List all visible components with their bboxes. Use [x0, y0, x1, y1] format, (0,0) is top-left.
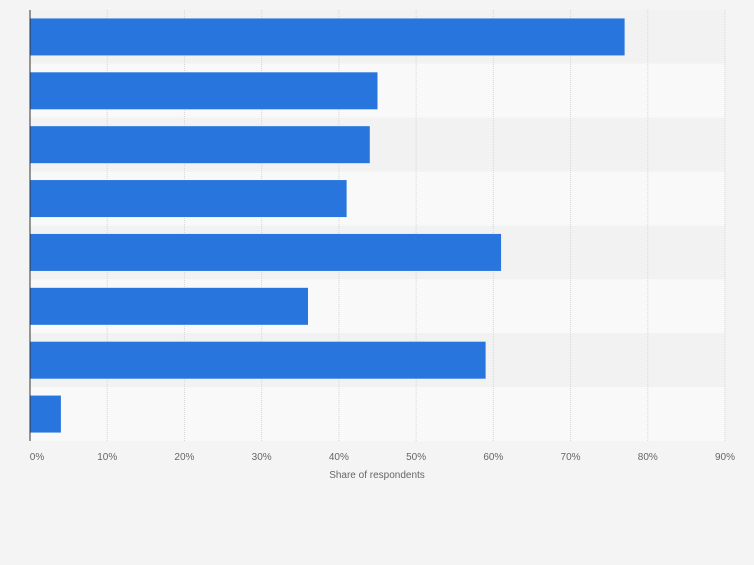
x-tick-label: 40% [329, 452, 349, 463]
bars [30, 18, 625, 433]
x-tick-label: 20% [174, 452, 194, 463]
x-axis-title: Share of respondents [329, 470, 425, 481]
x-tick-label: 10% [97, 452, 117, 463]
x-tick-label: 90% [715, 452, 735, 463]
bar [30, 287, 308, 325]
row-band [30, 387, 725, 441]
bar [30, 180, 347, 218]
x-tick-label: 70% [561, 452, 581, 463]
bar [30, 126, 370, 164]
bar [30, 72, 378, 110]
bar [30, 395, 61, 433]
bar [30, 341, 486, 379]
bar [30, 18, 625, 56]
x-tick-label: 50% [406, 452, 426, 463]
x-tick-label: 30% [252, 452, 272, 463]
x-tick-label: 60% [483, 452, 503, 463]
bar [30, 233, 502, 271]
x-tick-label: 0% [30, 452, 45, 463]
x-axis-ticks: 0% 10% 20% 30% 40% 50% 60% 70% 80% 90% [30, 452, 735, 463]
x-tick-label: 80% [638, 452, 658, 463]
